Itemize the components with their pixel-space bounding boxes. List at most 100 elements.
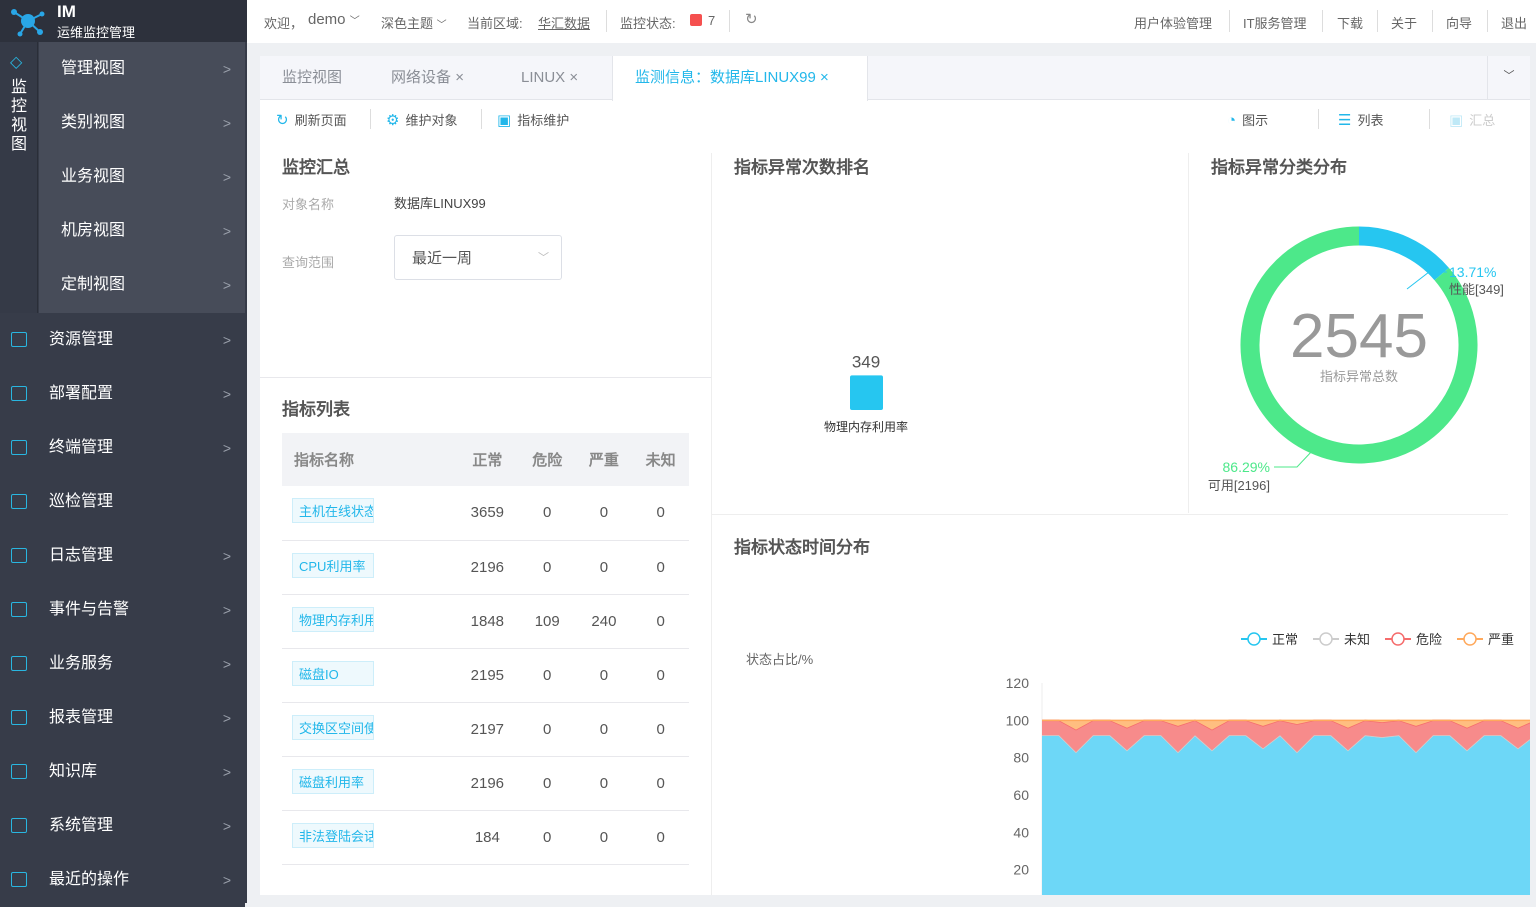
tab-monitor-info[interactable]: 监测信息：数据库LINUX99 ×: [612, 56, 868, 101]
legend-marker-icon: [1319, 632, 1333, 646]
close-icon[interactable]: ×: [455, 69, 464, 86]
tab-network-device[interactable]: 网络设备 ×: [369, 56, 486, 100]
count-cell: 0: [575, 810, 633, 865]
user-menu[interactable]: demo ﹀: [308, 11, 360, 28]
metric-name-tag[interactable]: 物理内存利用率: [292, 606, 374, 632]
chevron-right-icon: >: [222, 872, 231, 888]
presentation-chart-icon: ▣: [497, 112, 512, 129]
pie-chart-icon: ◔: [1227, 112, 1237, 129]
table-row[interactable]: 交换区空间使用率2197000: [282, 702, 689, 757]
sidebar-subitem[interactable]: 机房视图 >: [39, 204, 245, 258]
legend-item[interactable]: 危险: [1385, 632, 1442, 647]
sidebar-item[interactable]: 业务服务 >: [0, 637, 245, 691]
legend-item[interactable]: 未知: [1313, 632, 1370, 647]
sidebar-subitem[interactable]: 业务视图 >: [39, 150, 245, 204]
tab-label: 监控视图: [282, 69, 343, 86]
metric-name-cell: 磁盘利用率: [282, 756, 456, 811]
sidebar-item[interactable]: 终端管理 >: [0, 421, 245, 475]
maintain-object-button[interactable]: ⚙ 维护对象: [386, 110, 457, 129]
table-row[interactable]: 非法登陆会话 184 0 0 0: [282, 810, 689, 865]
count-cell: 0: [575, 648, 633, 703]
metric-name-tag[interactable]: CPU利用率: [292, 552, 374, 578]
link-user-experience[interactable]: 用户体验管理: [1134, 16, 1213, 31]
legend-item[interactable]: 正常: [1241, 632, 1298, 647]
link-about[interactable]: 关于: [1391, 16, 1418, 31]
refresh-icon: ↻: [276, 112, 289, 129]
tab-bar: 监控视图 网络设备 × LINUX × 监测信息：数据库LINUX99 × ﹀: [260, 56, 1530, 101]
table-row[interactable]: 磁盘利用率 2196 0 0 0: [282, 756, 689, 811]
welcome-text: 欢迎，: [264, 16, 304, 31]
table-row[interactable]: 磁盘IO 2195 0 0 0: [282, 648, 689, 703]
link-download[interactable]: 下载: [1337, 16, 1364, 31]
list-view-button[interactable]: ☰ 列表: [1338, 110, 1383, 129]
column-header: 正常: [455, 433, 519, 486]
refresh-page-button[interactable]: ↻ 刷新页面: [276, 110, 347, 129]
close-icon[interactable]: ×: [569, 69, 579, 86]
metric-maintain-button[interactable]: ▣ 指标维护: [497, 110, 569, 129]
sidebar-item[interactable]: 巡检管理: [0, 475, 245, 529]
legend-label: 危险: [1416, 632, 1442, 647]
table-row[interactable]: 主机在线状态 3659 0 0 0: [282, 486, 689, 541]
sidebar-subitem[interactable]: 类别视图 >: [39, 96, 245, 150]
count-cell: 0: [575, 756, 633, 811]
sidebar-item-label: 系统管理: [49, 817, 114, 834]
sidebar-item[interactable]: 部署配置 >: [0, 367, 245, 421]
query-range-select[interactable]: 最近一周 ﹀: [394, 235, 562, 280]
button-label: 刷新页面: [294, 113, 347, 128]
app-subtitle: 运维监控管理: [57, 25, 136, 40]
sidebar-item[interactable]: 知识库 >: [0, 745, 245, 799]
chevron-right-icon: >: [222, 386, 231, 402]
select-value: 最近一周: [412, 250, 473, 267]
sidebar-item[interactable]: 最近的操作 >: [0, 853, 245, 907]
chart-view-button[interactable]: ◔ 图示: [1227, 110, 1268, 129]
slice-percent-label: 86.29%: [1223, 459, 1270, 475]
tab-monitor-view[interactable]: 监控视图: [260, 56, 364, 100]
menu-icon: [11, 386, 27, 401]
close-icon[interactable]: ×: [820, 69, 829, 86]
chevron-right-icon: >: [222, 440, 231, 456]
region-link[interactable]: 华汇数据: [538, 16, 591, 31]
section-label: 监控视图: [10, 79, 27, 153]
table-row[interactable]: CPU利用率 2196 0 0 0: [282, 540, 689, 595]
refresh-icon[interactable]: ↻: [745, 11, 758, 28]
sidebar-item[interactable]: 报表管理 >: [0, 691, 245, 745]
link-guide[interactable]: 向导: [1446, 16, 1473, 31]
menu-icon: [11, 764, 27, 779]
count-cell: 109: [518, 594, 576, 649]
sidebar-item[interactable]: 事件与告警 >: [0, 583, 245, 637]
metric-name-tag[interactable]: 非法登陆会话: [292, 822, 374, 848]
count-cell: 0: [632, 756, 689, 811]
link-it-service[interactable]: IT服务管理: [1243, 16, 1307, 31]
sidebar-item[interactable]: 日志管理 >: [0, 529, 245, 583]
metric-name-tag[interactable]: 磁盘利用率: [292, 768, 374, 794]
metric-list-title: 指标列表: [282, 400, 350, 419]
count-cell: 2197: [455, 702, 519, 757]
theme-menu[interactable]: 深色主题 ﹀: [381, 13, 447, 32]
count-cell: 0: [518, 648, 576, 703]
subitem-label: 机房视图: [61, 222, 126, 239]
logo[interactable]: IM 运维监控管理: [0, 0, 247, 42]
legend-item[interactable]: 严重: [1457, 632, 1514, 647]
status-badge-icon[interactable]: [690, 14, 702, 26]
sidebar-subitem[interactable]: 管理视图 >: [39, 42, 245, 96]
count-cell: 0: [518, 486, 576, 541]
metric-name-tag[interactable]: 磁盘IO: [292, 660, 374, 686]
chevron-right-icon: >: [222, 656, 231, 672]
sidebar-subitem[interactable]: 定制视图 >: [39, 258, 245, 312]
status-count[interactable]: 7: [708, 13, 716, 28]
sidebar-item[interactable]: 系统管理 >: [0, 799, 245, 853]
tab-dropdown-chevron-icon[interactable]: ﹀: [1487, 56, 1530, 100]
metric-name-tag[interactable]: 交换区空间使用率: [292, 714, 374, 740]
sidebar: IM 运维监控管理 ◇ 监控视图 管理视图 > 类别视图 > 业务视图 > 机房视图 >…: [0, 0, 247, 907]
sidebar-section-monitor-view[interactable]: ◇ 监控视图: [0, 42, 38, 314]
link-logout[interactable]: 退出: [1501, 16, 1528, 31]
tab-linux[interactable]: LINUX ×: [499, 56, 600, 100]
bar-value-label: 349: [852, 352, 880, 371]
summary-view-button[interactable]: ▣ 汇总: [1449, 110, 1495, 129]
metric-name-tag[interactable]: 主机在线状态: [292, 498, 374, 524]
sidebar-item[interactable]: 资源管理 >: [0, 313, 245, 367]
metric-table: 指标名称 正常 危险 严重 未知 主机在线状态 3659 0 0 0 CPU利用率 2196 0 0 0 物…: [282, 433, 689, 865]
area-series-危险: [1042, 720, 1530, 753]
count-cell: 3659: [455, 486, 519, 541]
